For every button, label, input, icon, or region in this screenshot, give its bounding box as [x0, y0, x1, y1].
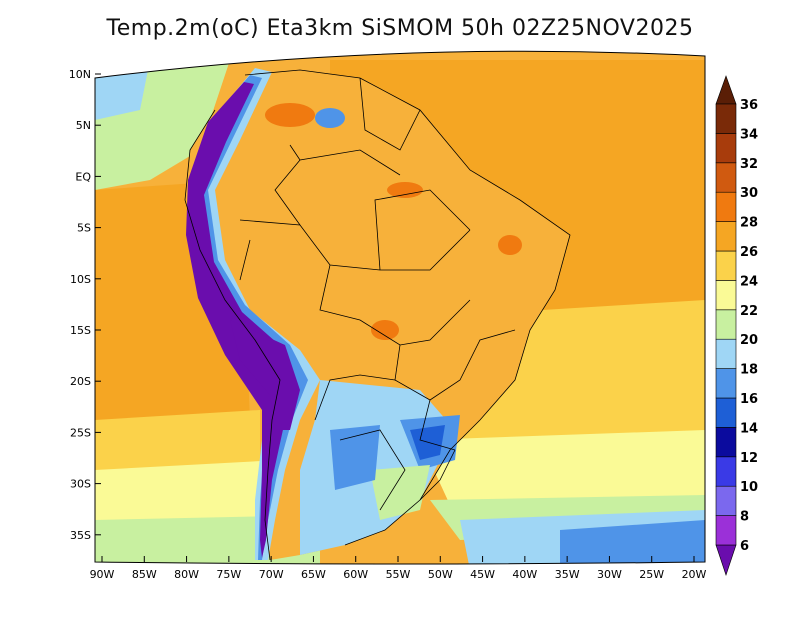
colorbar-min-arrow: [715, 544, 737, 576]
lat-tick-label: 10S: [70, 273, 91, 286]
colorbar-band: [715, 515, 737, 546]
colorbar-max-arrow: [715, 75, 737, 105]
colorbar-label: 30: [740, 186, 758, 201]
colorbar-label: 20: [740, 333, 758, 348]
lon-tick-label: 40W: [512, 568, 537, 581]
lon-tick-label: 25W: [639, 568, 664, 581]
map-frame: [94, 50, 706, 565]
colorbar-band: [715, 103, 737, 134]
colorbar-band: [715, 221, 737, 252]
colorbar-band: [715, 250, 737, 281]
lat-tick-label: 15S: [70, 324, 91, 337]
lon-tick-label: 50W: [428, 568, 453, 581]
colorbar-label: 12: [740, 451, 758, 466]
lat-tick-label: 30S: [70, 478, 91, 491]
colorbar-band: [715, 191, 737, 222]
lat-tick-label: EQ: [75, 170, 91, 183]
colorbar-label: 10: [740, 480, 758, 495]
colorbar-band: [715, 485, 737, 516]
colorbar-band: [715, 427, 737, 458]
colorbar-label: 34: [740, 127, 758, 142]
longitude-axis: 90W 85W 80W 75W 70W 65W 60W 55W 50W 45W 40W 35W 30W 2…: [90, 556, 707, 581]
lon-tick-label: 55W: [386, 568, 411, 581]
colorbar-band: [715, 280, 737, 311]
lon-tick-label: 30W: [597, 568, 622, 581]
colorbar-band: [715, 397, 737, 428]
colorbar-label: 16: [740, 392, 758, 407]
lon-tick-label: 80W: [174, 568, 199, 581]
lon-tick-label: 85W: [132, 568, 157, 581]
colorbar: 6 8 10 12 14 16 18 20 22 24 26 28 30 32 34 36: [715, 75, 758, 576]
lat-tick-label: 20S: [70, 375, 91, 388]
lat-tick-label: 35S: [70, 529, 91, 542]
colorbar-label: 26: [740, 245, 758, 260]
lat-tick-label: 5N: [76, 119, 91, 132]
colorbar-label: 8: [740, 510, 749, 525]
colorbar-label: 24: [740, 274, 758, 289]
colorbar-band: [715, 456, 737, 487]
lat-tick-label: 10N: [69, 68, 91, 81]
colorbar-label: 6: [740, 539, 749, 554]
lat-tick-label: 25S: [70, 426, 91, 439]
latitude-axis: 10N 5N EQ 5S 10S 15S 20S 25S 30S 35S: [69, 68, 101, 542]
colorbar-band: [715, 309, 737, 340]
colorbar-label: 14: [740, 421, 758, 436]
lon-tick-label: 65W: [301, 568, 326, 581]
lon-tick-label: 70W: [259, 568, 284, 581]
lat-tick-label: 5S: [77, 222, 91, 235]
colorbar-band: [715, 162, 737, 193]
colorbar-label: 28: [740, 216, 758, 231]
colorbar-band: [715, 338, 737, 369]
lon-tick-label: 45W: [470, 568, 495, 581]
colorbar-band: [715, 368, 737, 399]
temperature-field: [95, 51, 705, 564]
map-title: Temp.2m(oC) Eta3km SiSMOM 50h 02Z25NOV20…: [106, 16, 694, 41]
lon-tick-label: 75W: [216, 568, 241, 581]
lon-tick-label: 90W: [90, 568, 115, 581]
colorbar-band: [715, 133, 737, 164]
lon-tick-label: 35W: [555, 568, 580, 581]
political-borders: [184, 69, 571, 561]
colorbar-label: 36: [740, 98, 758, 113]
colorbar-label: 32: [740, 157, 758, 172]
colorbar-label: 18: [740, 363, 758, 378]
lon-tick-label: 60W: [343, 568, 368, 581]
lon-tick-label: 20W: [682, 568, 707, 581]
colorbar-label: 22: [740, 304, 758, 319]
